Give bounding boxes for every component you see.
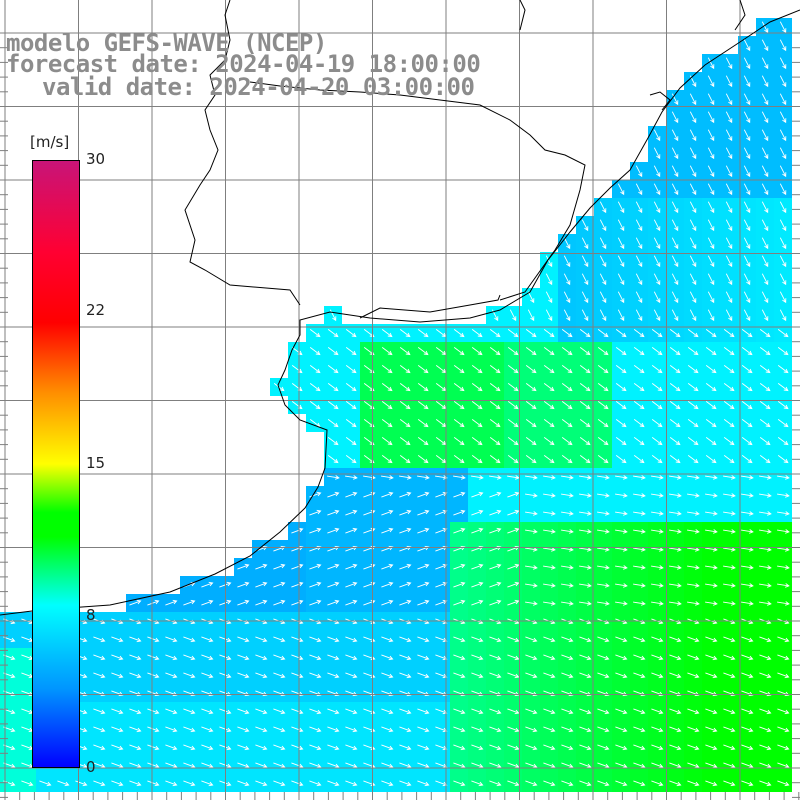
colorbar xyxy=(32,160,80,768)
valid-date: valid date: 2024-04-20 03:00:00 xyxy=(42,73,475,101)
colorbar-tick-8: 8 xyxy=(86,606,96,624)
colorbar-tick-15: 15 xyxy=(86,454,106,472)
colorbar-unit: [m/s] xyxy=(30,133,70,151)
boundary-line xyxy=(519,0,526,31)
coastline xyxy=(0,0,800,616)
boundary-line xyxy=(249,81,586,301)
boundary-line xyxy=(359,294,501,319)
wind-arrows xyxy=(3,21,790,787)
model-title: modelo GEFS-WAVE (NCEP) xyxy=(6,29,327,57)
colorbar-tick-22: 22 xyxy=(86,301,106,319)
forecast-date: forecast date: 2024-04-19 18:00:00 xyxy=(6,50,481,78)
coastline-path xyxy=(0,9,800,616)
boundary-line xyxy=(649,91,671,111)
boundary-line xyxy=(184,0,301,306)
colorbar-tick-0: 0 xyxy=(86,758,96,776)
colorbar-tick-30: 30 xyxy=(86,150,106,168)
boundary-line xyxy=(734,0,746,31)
